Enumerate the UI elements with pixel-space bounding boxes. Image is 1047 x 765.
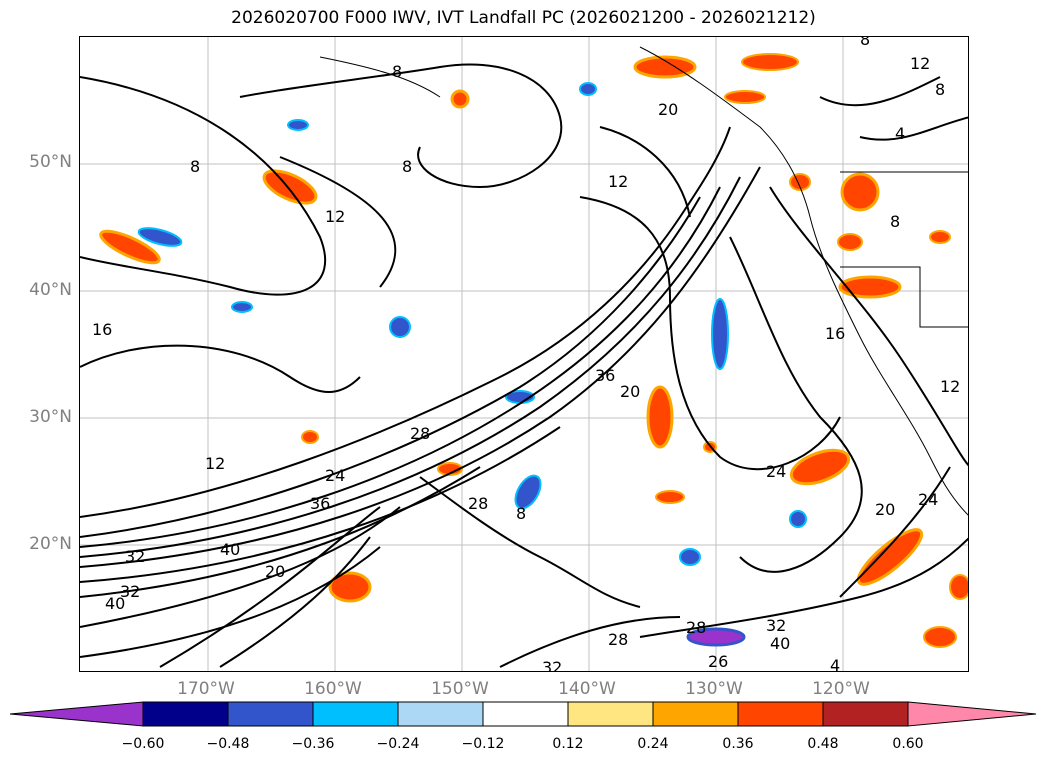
lon-label: 140°W bbox=[558, 679, 616, 699]
contour-label: 28 bbox=[410, 424, 430, 443]
colorbar-tick: 0.48 bbox=[807, 736, 839, 752]
coastlines bbox=[319, 46, 968, 516]
contour-label: 8 bbox=[190, 157, 200, 176]
lon-label: 150°W bbox=[431, 679, 489, 699]
colorbar-tick: −0.36 bbox=[291, 736, 335, 752]
lat-label: 30°N bbox=[29, 407, 72, 427]
contour-label: 12 bbox=[325, 207, 345, 226]
contour-label: 28 bbox=[468, 494, 488, 513]
contour-label: 40 bbox=[220, 540, 240, 559]
contour-label: 8 bbox=[890, 212, 900, 231]
contour-label: 36 bbox=[595, 366, 615, 385]
contour-label: 8 bbox=[860, 37, 870, 49]
contour-label: 28 bbox=[686, 618, 706, 637]
colorbar-tick: 0.24 bbox=[637, 736, 669, 752]
contour-label: 32 bbox=[125, 547, 145, 566]
contour-label: 4 bbox=[830, 656, 840, 672]
lat-label: 40°N bbox=[29, 280, 72, 300]
map-canvas: 8 12 8 8 20 12 8 16 8 8 12 4 16 36 20 28… bbox=[80, 37, 968, 672]
contour-label: 8 bbox=[402, 157, 412, 176]
contour-label: 20 bbox=[620, 382, 640, 401]
contour-label: 24 bbox=[766, 462, 786, 481]
colorbar-tick: 0.12 bbox=[552, 736, 584, 752]
contour-label: 8 bbox=[516, 504, 526, 523]
contour-label: 16 bbox=[92, 320, 112, 339]
lon-label: 130°W bbox=[685, 679, 743, 699]
contour-label: 20 bbox=[265, 562, 285, 581]
lat-label: 20°N bbox=[29, 534, 72, 554]
contour-label: 26 bbox=[708, 652, 728, 671]
colorbar-tick: −0.12 bbox=[461, 736, 505, 752]
lon-label: 160°W bbox=[304, 679, 362, 699]
contour-label: 40 bbox=[770, 634, 790, 653]
map-panel: 8 12 8 8 20 12 8 16 8 8 12 4 16 36 20 28… bbox=[79, 36, 969, 672]
map-title: 2026020700 F000 IWV, IVT Landfall PC (20… bbox=[231, 8, 816, 28]
contour-label: 28 bbox=[608, 630, 628, 649]
colorbar-tick: 0.36 bbox=[722, 736, 754, 752]
contour-label: 40 bbox=[105, 594, 125, 613]
contour-label: 20 bbox=[875, 500, 895, 519]
contour-label: 16 bbox=[825, 324, 845, 343]
contour-label: 32 bbox=[542, 658, 562, 672]
contour-label: 8 bbox=[935, 80, 945, 99]
colorbar-tick: −0.48 bbox=[206, 736, 250, 752]
contour-label: 24 bbox=[325, 466, 345, 485]
anomaly-patches bbox=[99, 53, 968, 648]
contour-label: 12 bbox=[940, 377, 960, 396]
lon-label: 120°W bbox=[812, 679, 870, 699]
contour-label-group: 8 12 8 8 20 12 8 16 8 8 12 4 16 36 20 28… bbox=[92, 37, 960, 672]
colorbar-tick: −0.24 bbox=[376, 736, 420, 752]
colorbar-tick: 0.60 bbox=[892, 736, 924, 752]
contour-label: 4 bbox=[895, 124, 905, 143]
colorbar bbox=[10, 701, 1037, 727]
contour-label: 12 bbox=[608, 172, 628, 191]
contour-label: 8 bbox=[392, 62, 402, 81]
lon-label: 170°W bbox=[177, 679, 235, 699]
lat-label: 50°N bbox=[29, 152, 72, 172]
contour-label: 12 bbox=[205, 454, 225, 473]
contour-label: 20 bbox=[658, 100, 678, 119]
contour-label: 24 bbox=[918, 490, 938, 509]
contour-label: 36 bbox=[310, 494, 330, 513]
colorbar-tick: −0.60 bbox=[121, 736, 165, 752]
contour-label: 32 bbox=[766, 616, 786, 635]
contour-label: 32 bbox=[120, 582, 140, 601]
contour-lines bbox=[80, 63, 968, 668]
contour-label: 12 bbox=[910, 54, 930, 73]
